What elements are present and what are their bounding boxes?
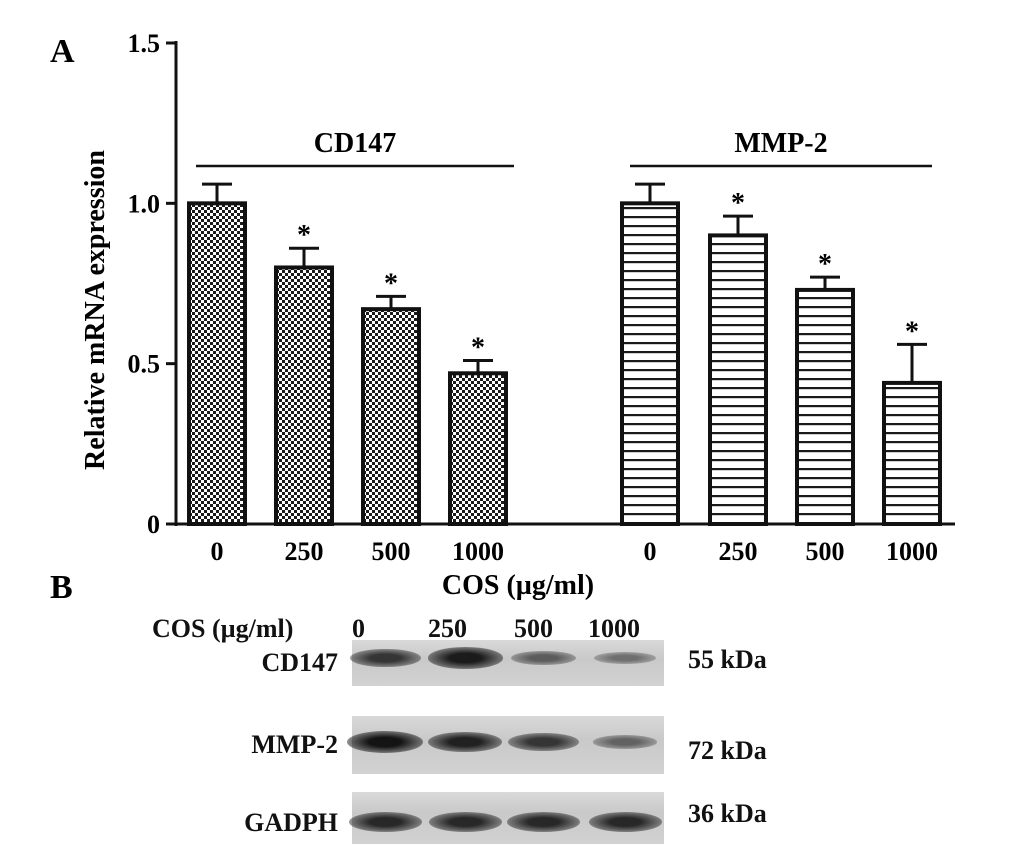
panel-b-label: B — [50, 569, 73, 606]
bar — [795, 287, 855, 526]
x-tick-label: 1000 — [452, 537, 504, 566]
band-size-label: 72 kDa — [688, 736, 767, 765]
blot-band — [349, 648, 421, 668]
blot-band — [348, 812, 422, 832]
blot-band — [506, 812, 580, 832]
bar — [448, 371, 508, 526]
blot-strip — [348, 792, 664, 844]
blot-band — [428, 731, 502, 753]
bar — [187, 201, 247, 526]
blot-strip — [347, 716, 664, 774]
blot-band — [427, 647, 503, 669]
bar — [882, 380, 942, 527]
panel-a-label: A — [50, 33, 75, 70]
x-tick-label: 0 — [211, 537, 224, 566]
x-tick-label: 250 — [719, 537, 758, 566]
lane-label: 0 — [352, 614, 365, 643]
blot-band — [347, 731, 423, 753]
blot-strip — [349, 640, 664, 686]
lane-label: 500 — [514, 614, 553, 643]
significance-marker: * — [471, 332, 485, 363]
y-tick-label: 1.0 — [128, 189, 161, 218]
blot-band — [507, 732, 579, 752]
x-tick-label: 500 — [806, 537, 845, 566]
y-axis-label: Relative mRNA expression — [80, 150, 111, 470]
y-tick-label: 1.5 — [128, 29, 161, 58]
band-size-label: 36 kDa — [688, 799, 767, 828]
y-tick-label: 0 — [147, 510, 160, 539]
protein-label: GADPH — [244, 808, 338, 837]
bar — [620, 201, 680, 526]
lane-label: 250 — [428, 614, 467, 643]
x-axis-label: COS (µg/ml) — [442, 570, 594, 601]
significance-marker: * — [731, 188, 745, 219]
group-label: MMP-2 — [734, 128, 827, 159]
blot-band — [428, 812, 502, 832]
significance-marker: * — [905, 316, 919, 347]
lane-label: 1000 — [588, 614, 640, 643]
protein-label: MMP-2 — [251, 730, 338, 759]
group-label: CD147 — [314, 128, 396, 159]
bar — [708, 233, 768, 526]
significance-marker: * — [384, 268, 398, 299]
x-tick-label: 250 — [285, 537, 324, 566]
blot-band — [510, 650, 576, 666]
blot-band — [593, 735, 657, 749]
blot-band — [594, 651, 656, 665]
x-tick-label: 500 — [372, 537, 411, 566]
y-tick-label: 0.5 — [128, 350, 161, 379]
x-tick-label: 1000 — [886, 537, 938, 566]
protein-label: CD147 — [261, 648, 338, 677]
band-size-label: 55 kDa — [688, 645, 767, 674]
bar-chart: 0 0.5 1.0 1.5 Relative mRNA expression COS (µ… — [80, 29, 955, 601]
significance-marker: * — [297, 220, 311, 251]
significance-marker: * — [818, 249, 832, 280]
x-tick-label: 0 — [644, 537, 657, 566]
bar — [274, 265, 334, 526]
blot-header-label: COS (µg/ml) — [152, 614, 294, 643]
blot-band — [588, 812, 662, 832]
bar — [361, 307, 421, 526]
